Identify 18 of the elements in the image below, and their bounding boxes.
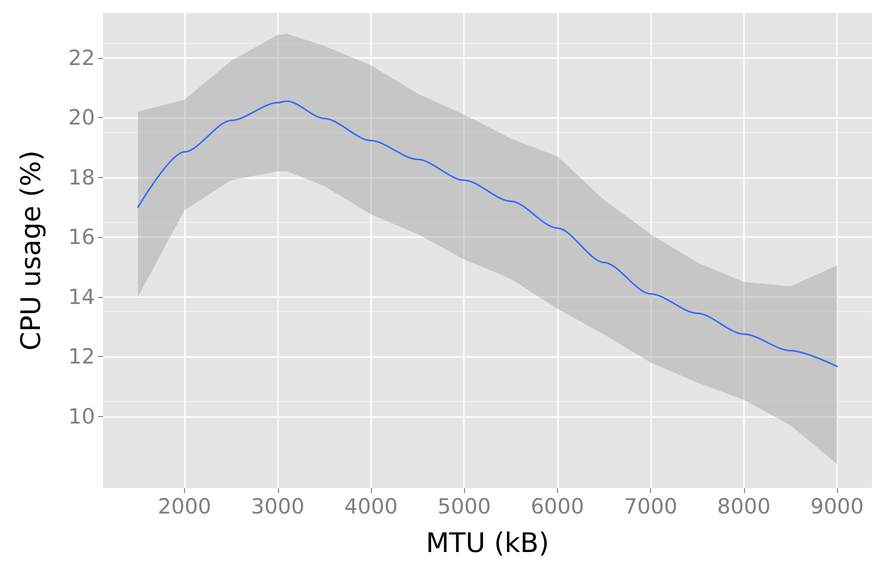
y-tick-label: 14 — [68, 284, 95, 309]
x-tick-label: 9000 — [810, 494, 864, 518]
y-tick-label: 22 — [68, 46, 95, 70]
x-tick-label: 5000 — [437, 494, 491, 518]
y-tick-label: 16 — [68, 225, 95, 250]
x-tick-label: 8000 — [717, 494, 771, 518]
y-tick-label: 18 — [68, 165, 95, 190]
y-tick-label: 20 — [68, 106, 95, 130]
x-tick-label: 7000 — [624, 494, 678, 518]
x-tick-label: 4000 — [344, 494, 398, 518]
line-series — [137, 100, 838, 368]
y-tick-label: 12 — [68, 344, 95, 369]
x-tick-label: 6000 — [530, 494, 584, 518]
x-axis-title: MTU (kB) — [426, 528, 550, 559]
y-axis-title: CPU usage (%) — [16, 150, 47, 351]
y-tick-label: 10 — [68, 404, 95, 428]
x-tick-label: 3000 — [251, 494, 304, 518]
x-tick-label: 2000 — [158, 494, 212, 518]
